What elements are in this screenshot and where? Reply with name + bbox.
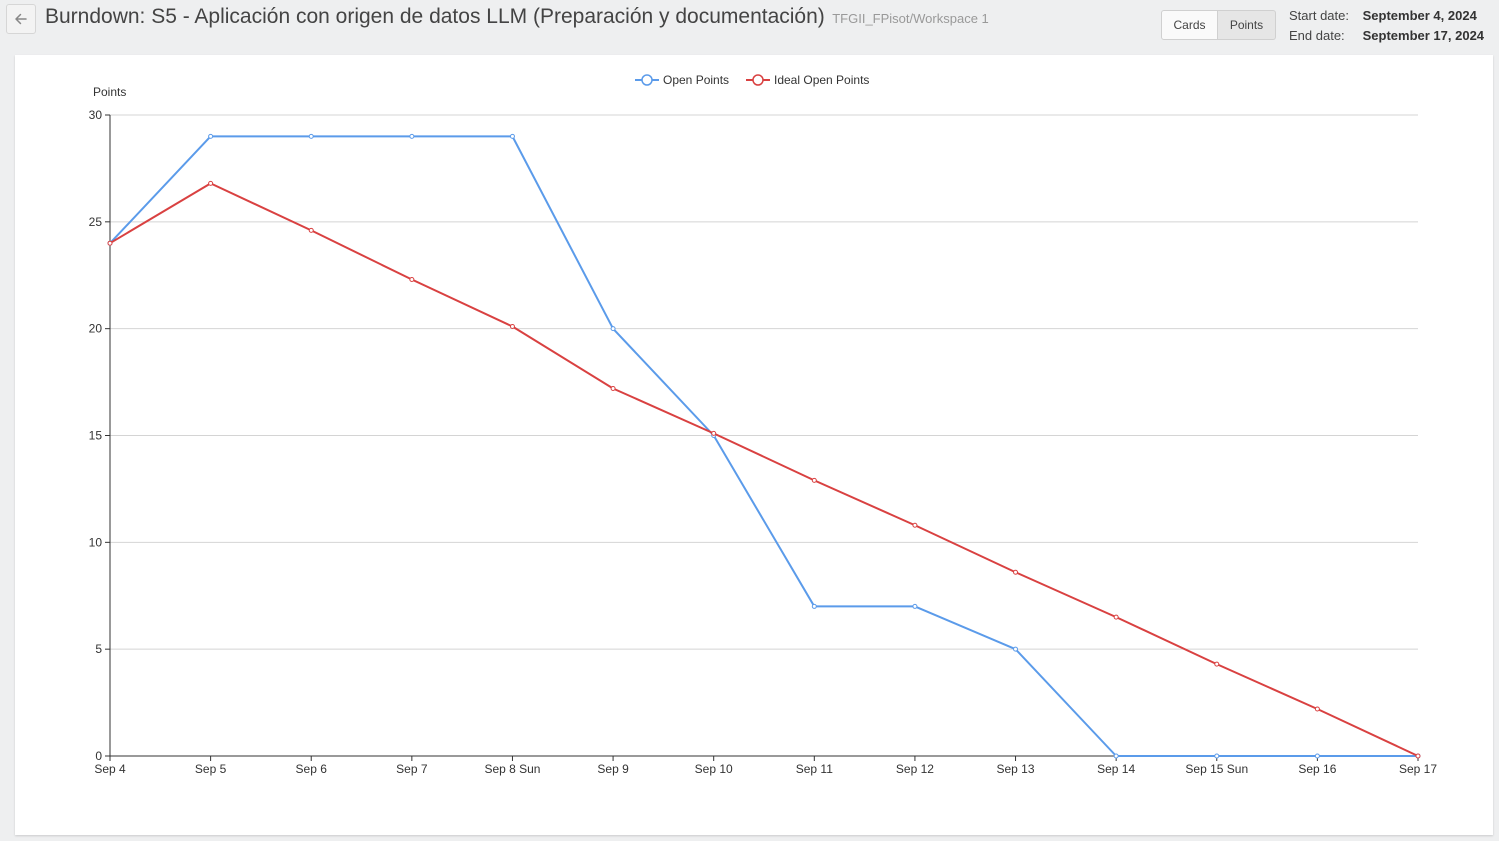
y-tick-label: 5	[95, 642, 102, 656]
series-line-open-points	[109, 135, 1418, 757]
header: Burndown: S5 - Aplicación con origen de …	[0, 0, 1499, 54]
arrow-left-icon	[15, 13, 27, 25]
cards-toggle-button[interactable]: Cards	[1161, 10, 1218, 40]
title-wrap: Burndown: S5 - Aplicación con origen de …	[45, 5, 989, 29]
data-point	[509, 133, 515, 139]
x-tick-label: Sep 15 Sun	[1185, 762, 1248, 776]
end-date-row: End date: September 17, 2024	[1289, 26, 1484, 46]
data-point	[208, 133, 214, 139]
back-button[interactable]	[6, 4, 36, 34]
data-point	[1113, 614, 1119, 620]
start-date-row: Start date: September 4, 2024	[1289, 6, 1484, 26]
view-toggle: Cards Points	[1161, 10, 1276, 40]
data-point	[308, 133, 314, 139]
x-tick-label: Sep 4	[94, 762, 126, 776]
legend-ideal-open-points-marker	[752, 74, 764, 86]
data-point	[1415, 753, 1421, 759]
data-point	[1314, 706, 1320, 712]
data-point	[107, 240, 113, 246]
data-point	[1214, 753, 1220, 759]
y-tick-label: 0	[95, 749, 102, 763]
data-point	[308, 227, 314, 233]
data-point	[409, 133, 415, 139]
data-point	[509, 324, 515, 330]
data-point	[409, 277, 415, 283]
data-point	[208, 180, 214, 186]
x-tick-label: Sep 13	[997, 762, 1035, 776]
x-tick-label: Sep 17	[1399, 762, 1437, 776]
x-tick-label: Sep 7	[396, 762, 428, 776]
data-point	[1013, 569, 1019, 575]
x-tick-label: Sep 11	[796, 762, 833, 776]
y-tick-label: 20	[89, 322, 103, 336]
x-tick-label: Sep 16	[1298, 762, 1336, 776]
legend-ideal-open-points-label: Ideal Open Points	[774, 73, 869, 87]
data-point	[1013, 646, 1019, 652]
x-tick-label: Sep 5	[195, 762, 227, 776]
y-tick-label: 15	[89, 429, 103, 443]
data-point	[1314, 753, 1320, 759]
data-point	[811, 603, 817, 609]
data-point	[1113, 753, 1119, 759]
start-date-value: September 4, 2024	[1362, 8, 1477, 23]
legend-open-points-label: Open Points	[663, 73, 729, 87]
end-date-value: September 17, 2024	[1362, 28, 1485, 43]
page-title: Burndown: S5 - Aplicación con origen de …	[45, 5, 825, 28]
start-date-label: Start date:	[1289, 8, 1349, 23]
data-point	[1214, 661, 1220, 667]
data-point	[610, 385, 616, 391]
series-line-ideal-open-points	[109, 182, 1419, 757]
x-tick-label: Sep 9	[597, 762, 629, 776]
data-point	[711, 430, 717, 436]
chart-panel: 0 5 10 15 20 25 30 Points Sep 4 Sep 5 Sep 6 Sep 7 Se…	[15, 55, 1493, 835]
y-tick-label: 10	[89, 535, 103, 549]
workspace-path: TFGII_FPisot/Workspace 1	[832, 11, 989, 26]
x-tick-label: Sep 8 Sun	[484, 762, 540, 776]
data-point	[811, 477, 817, 483]
data-point	[912, 522, 918, 528]
burndown-chart: 0 5 10 15 20 25 30 Points Sep 4 Sep 5 Sep 6 Sep 7 Se…	[89, 73, 1438, 776]
y-tick-label: 25	[89, 215, 103, 229]
x-tick-label: Sep 12	[896, 762, 934, 776]
data-point	[912, 603, 918, 609]
legend-open-points-marker	[641, 74, 653, 86]
x-tick-label: Sep 14	[1097, 762, 1135, 776]
x-tick-label: Sep 10	[695, 762, 733, 776]
y-axis-label: Points	[93, 85, 126, 99]
points-toggle-button[interactable]: Points	[1218, 10, 1276, 40]
end-date-label: End date:	[1289, 28, 1345, 43]
x-tick-label: Sep 6	[296, 762, 328, 776]
y-tick-label: 30	[89, 108, 103, 122]
sprint-dates: Start date: September 4, 2024 End date: …	[1289, 6, 1484, 46]
data-point	[610, 326, 616, 332]
